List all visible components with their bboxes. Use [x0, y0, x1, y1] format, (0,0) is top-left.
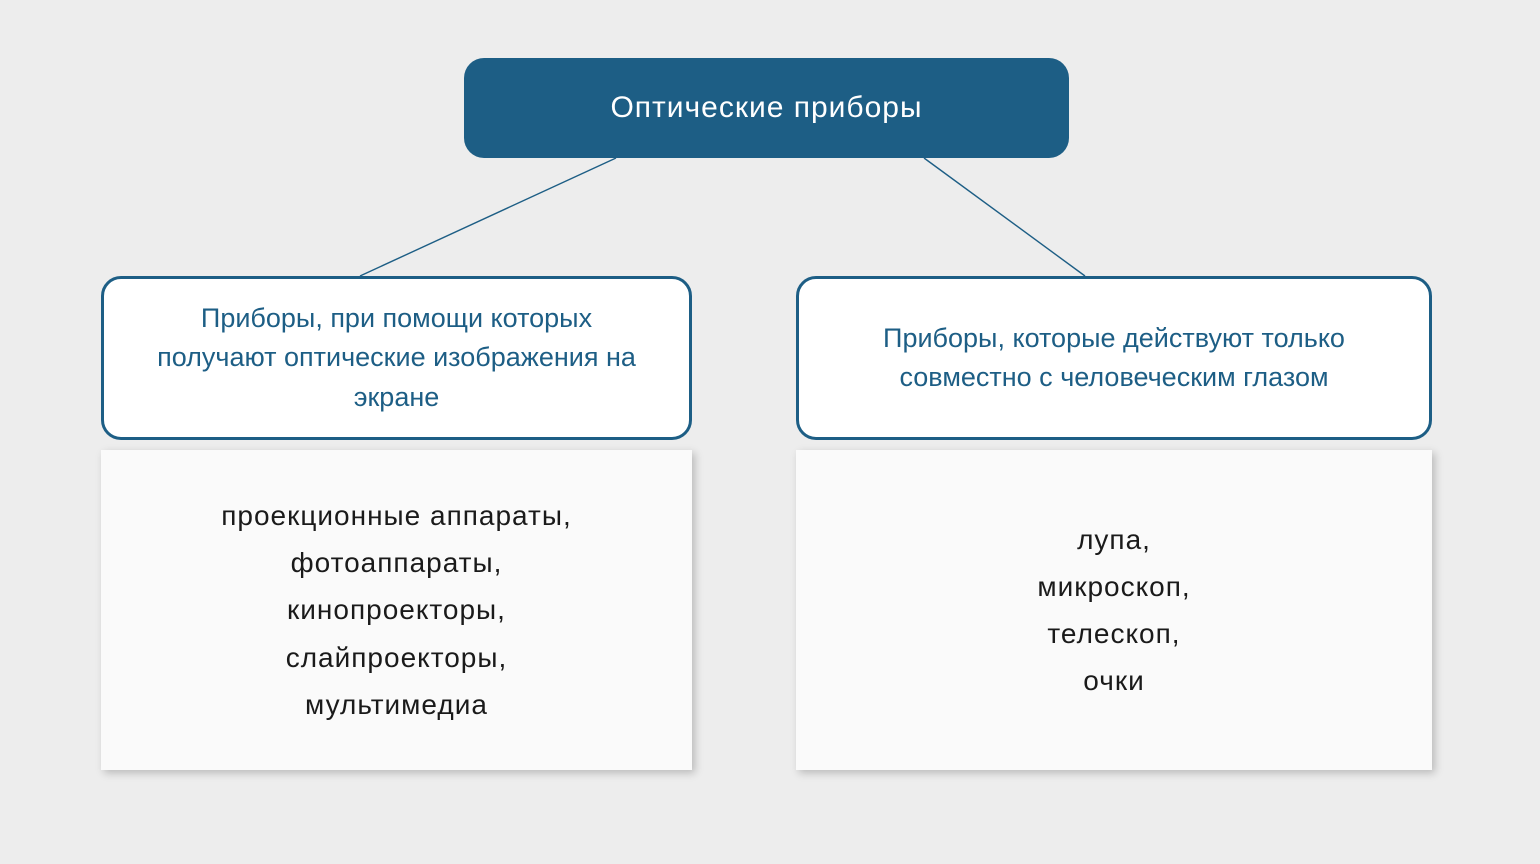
root-label: Оптические приборы: [610, 91, 922, 125]
list-item: фотоаппараты,: [291, 539, 503, 586]
list-item: лупа,: [1077, 516, 1151, 563]
list-item: телескоп,: [1047, 610, 1180, 657]
edge-right: [924, 158, 1085, 276]
child-right-label: Приборы, которые действуют только совмес…: [833, 319, 1395, 397]
child-left-label: Приборы, при помощи которых получают опт…: [138, 299, 655, 416]
root-node: Оптические приборы: [464, 58, 1069, 158]
list-card-left: проекционные аппараты,фотоаппараты,киноп…: [101, 450, 692, 770]
child-node-right: Приборы, которые действуют только совмес…: [796, 276, 1432, 440]
list-item: очки: [1083, 657, 1144, 704]
edge-left: [360, 158, 616, 276]
list-item: слайпроекторы,: [286, 634, 508, 681]
list-item: микроскоп,: [1037, 563, 1190, 610]
child-node-left: Приборы, при помощи которых получают опт…: [101, 276, 692, 440]
list-card-right: лупа,микроскоп,телескоп,очки: [796, 450, 1432, 770]
list-item: проекционные аппараты,: [221, 492, 572, 539]
list-item: мультимедиа: [305, 681, 488, 728]
list-item: кинопроекторы,: [287, 586, 506, 633]
